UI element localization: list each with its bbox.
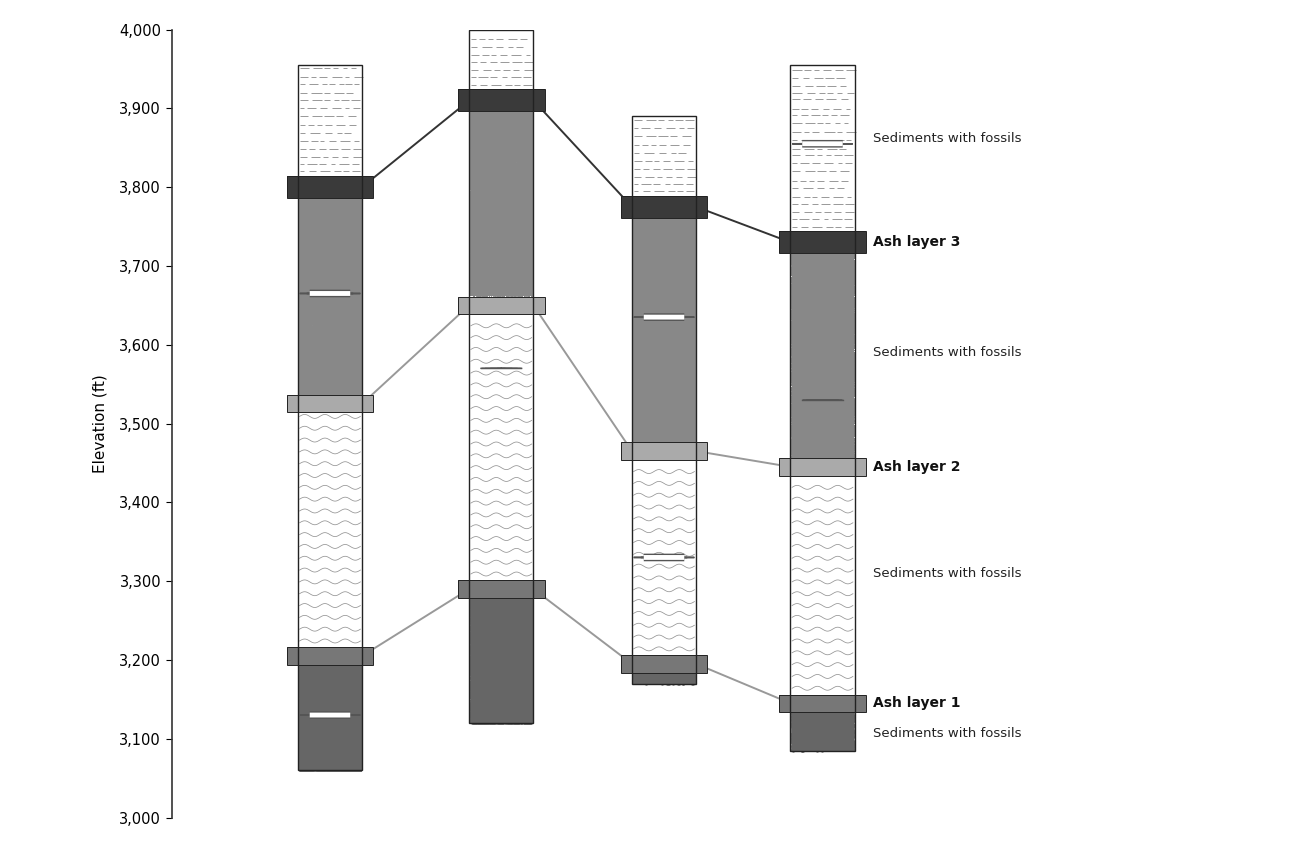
Bar xyxy=(632,442,696,460)
Bar xyxy=(469,30,533,723)
Bar xyxy=(287,648,298,665)
Text: Ash layer 3: Ash layer 3 xyxy=(874,235,961,249)
Bar xyxy=(779,458,866,475)
Bar xyxy=(287,395,298,412)
Bar xyxy=(533,297,545,314)
Bar xyxy=(779,694,866,712)
Bar xyxy=(854,231,866,253)
Bar xyxy=(298,395,363,412)
Bar xyxy=(298,648,363,665)
Bar xyxy=(458,581,469,598)
Bar xyxy=(287,648,373,665)
Bar xyxy=(298,65,363,770)
Bar xyxy=(458,581,545,598)
Bar xyxy=(458,89,545,111)
Bar xyxy=(298,65,363,770)
Bar xyxy=(458,89,469,111)
Bar xyxy=(287,176,373,198)
Bar xyxy=(696,655,707,672)
Bar xyxy=(779,694,790,712)
Bar xyxy=(696,442,707,460)
Bar xyxy=(632,116,696,683)
Bar xyxy=(779,231,866,253)
Bar xyxy=(621,655,632,672)
Bar xyxy=(790,65,854,751)
Bar xyxy=(621,196,707,218)
Text: Sediments with fossils: Sediments with fossils xyxy=(874,346,1022,359)
Text: Sediments with fossils: Sediments with fossils xyxy=(874,727,1022,740)
Bar xyxy=(779,231,790,253)
Text: Sediments with fossils: Sediments with fossils xyxy=(874,132,1022,144)
Text: Ash layer 2: Ash layer 2 xyxy=(874,460,961,473)
Bar xyxy=(621,442,707,460)
Bar xyxy=(779,458,790,475)
Bar xyxy=(469,89,533,111)
Bar xyxy=(621,655,707,672)
Bar xyxy=(790,458,854,475)
Bar xyxy=(298,176,363,198)
Bar xyxy=(854,458,866,475)
Bar xyxy=(363,648,373,665)
Bar xyxy=(621,442,632,460)
Bar xyxy=(533,581,545,598)
Bar xyxy=(469,297,533,314)
Bar xyxy=(363,176,373,198)
Bar xyxy=(790,694,854,712)
Bar xyxy=(621,196,632,218)
Bar xyxy=(790,231,854,253)
Bar xyxy=(363,395,373,412)
Bar xyxy=(533,89,545,111)
Bar xyxy=(458,297,469,314)
Bar xyxy=(632,655,696,672)
Bar xyxy=(469,581,533,598)
Bar xyxy=(287,176,298,198)
Text: Sediments with fossils: Sediments with fossils xyxy=(874,567,1022,580)
Bar xyxy=(632,196,696,218)
Bar xyxy=(287,395,373,412)
Bar xyxy=(854,694,866,712)
Bar xyxy=(790,65,854,751)
Text: Ash layer 1: Ash layer 1 xyxy=(874,696,961,711)
Y-axis label: Elevation (ft): Elevation (ft) xyxy=(94,374,108,473)
Bar xyxy=(632,116,696,683)
Bar xyxy=(458,297,545,314)
Bar xyxy=(696,196,707,218)
Bar xyxy=(469,30,533,723)
